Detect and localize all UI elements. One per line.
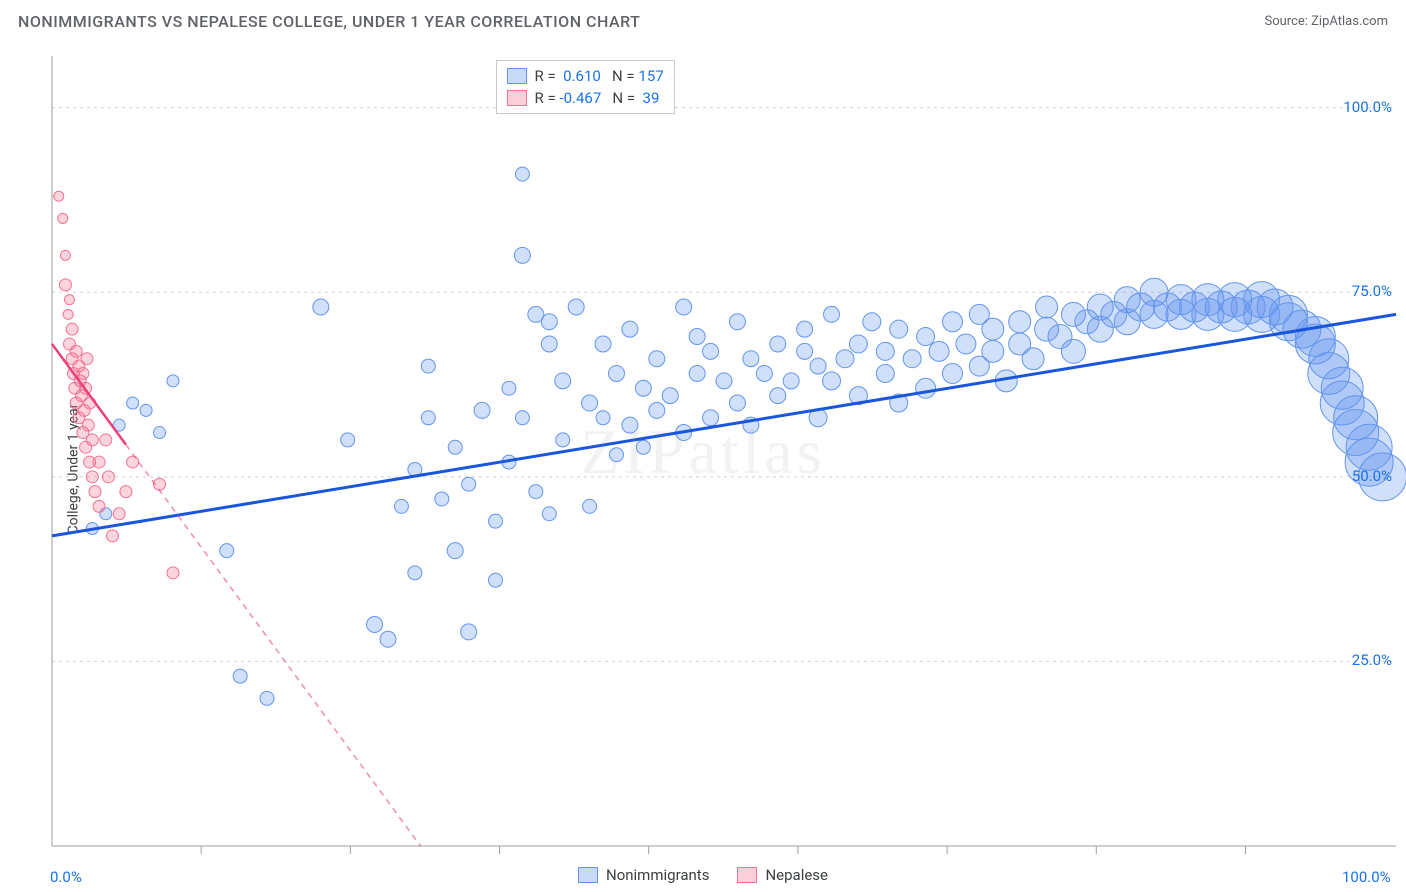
source-label: Source: ZipAtlas.com	[1264, 14, 1388, 29]
correlation-legend: R = 0.610 N = 157R = -0.467 N = 39	[496, 60, 675, 114]
legend-label: Nepalese	[765, 866, 828, 884]
legend-swatch	[507, 90, 527, 106]
x-axis-origin-label: 0.0%	[50, 868, 82, 886]
y-tick-label: 75.0%	[1352, 282, 1392, 300]
correlation-row: R = -0.467 N = 39	[507, 87, 664, 109]
y-tick-label: 100.0%	[1343, 98, 1392, 116]
legend-item: Nonimmigrants	[578, 866, 709, 884]
legend-swatch	[578, 867, 598, 883]
x-axis-max-label: 100.0%	[1342, 868, 1391, 886]
legend-swatch	[507, 68, 527, 84]
chart-container: College, Under 1 year ZIPatlas R = 0.610…	[0, 46, 1406, 892]
legend-item: Nepalese	[737, 866, 828, 884]
y-tick-label: 25.0%	[1352, 651, 1392, 669]
chart-title: NONIMMIGRANTS VS NEPALESE COLLEGE, UNDER…	[18, 12, 640, 31]
series-legend: Nonimmigrants Nepalese	[578, 866, 828, 884]
legend-label: Nonimmigrants	[606, 866, 709, 884]
y-tick-label: 50.0%	[1352, 467, 1392, 485]
scatter-plot	[0, 46, 1406, 892]
correlation-row: R = 0.610 N = 157	[507, 65, 664, 87]
legend-swatch	[737, 867, 757, 883]
